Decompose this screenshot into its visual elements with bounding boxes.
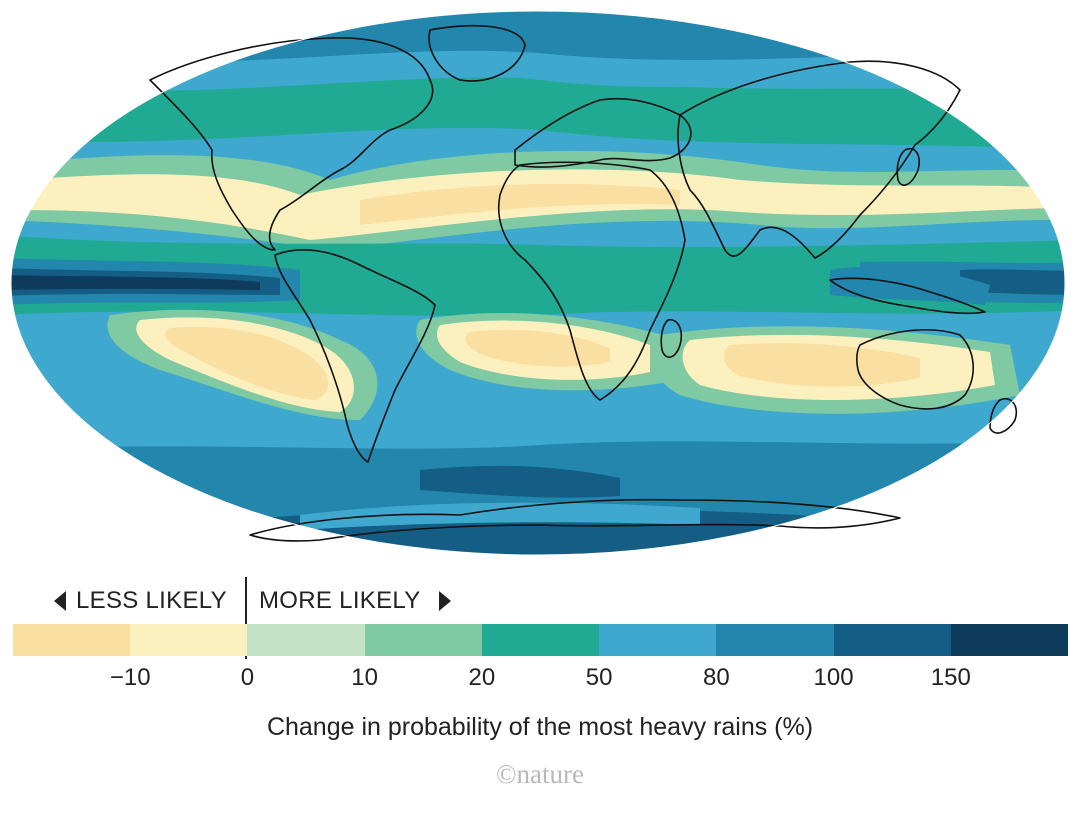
legend-colorbar xyxy=(13,624,1068,656)
outline-indonesia xyxy=(829,277,986,315)
tick-label: 0 xyxy=(240,664,255,691)
colorbar-segment xyxy=(130,624,248,656)
precipitation-field xyxy=(11,11,1065,555)
band-indian-dry-core xyxy=(724,343,920,387)
legend-title: Change in probability of the most heavy … xyxy=(266,713,814,741)
less-likely-label: LESS LIKELY xyxy=(76,587,227,614)
outline-asia xyxy=(677,60,961,259)
outline-north-america xyxy=(149,37,434,251)
band-south-dry-core xyxy=(165,326,329,400)
tick-label: 10 xyxy=(351,664,379,691)
tick-label: 80 xyxy=(702,664,730,691)
colorbar-segment xyxy=(599,624,717,656)
band-north-blue xyxy=(100,50,1060,91)
colorbar-segment xyxy=(950,624,1068,656)
arrow-right-icon xyxy=(439,591,451,611)
tick-label: 100 xyxy=(813,664,854,691)
colorbar-segment xyxy=(247,624,365,656)
colorbar-segment xyxy=(833,624,951,656)
band-south-ocean-dark xyxy=(420,465,620,498)
tick-label: 50 xyxy=(585,664,613,691)
outline-south-america xyxy=(274,249,436,463)
tick-label: 20 xyxy=(468,664,496,691)
likelihood-direction-row: LESS LIKELY MORE LIKELY xyxy=(0,583,1080,619)
tick-label: 150 xyxy=(930,664,971,691)
outline-australia xyxy=(855,329,975,410)
outline-madagascar xyxy=(660,319,683,358)
band-north-mid xyxy=(11,70,1065,150)
band-equator-core xyxy=(11,275,260,290)
band-atlantic-dry-core xyxy=(465,329,610,367)
band-antarctic-coast xyxy=(300,502,700,530)
colorbar-segment xyxy=(716,624,834,656)
more-likely-label: MORE LIKELY xyxy=(259,587,421,614)
globe-edge xyxy=(10,10,1066,556)
outline-africa xyxy=(498,161,686,401)
world-precipitation-map xyxy=(10,10,1066,556)
outline-greenland xyxy=(428,24,526,82)
colorbar-segment xyxy=(481,624,600,656)
colorbar-segment xyxy=(13,624,131,656)
outline-antarctica xyxy=(249,498,901,542)
tick-label: −10 xyxy=(109,664,151,691)
continent-outlines xyxy=(149,24,1018,542)
outline-japan xyxy=(896,148,920,186)
zero-divider xyxy=(245,577,247,659)
arrow-left-icon xyxy=(54,591,66,611)
band-pacific-west-dark xyxy=(960,269,1065,295)
band-north-dry-core xyxy=(360,183,680,225)
colorbar-segment xyxy=(364,624,482,656)
outline-new-zealand xyxy=(989,398,1018,434)
nature-credit: ©nature xyxy=(496,759,584,789)
